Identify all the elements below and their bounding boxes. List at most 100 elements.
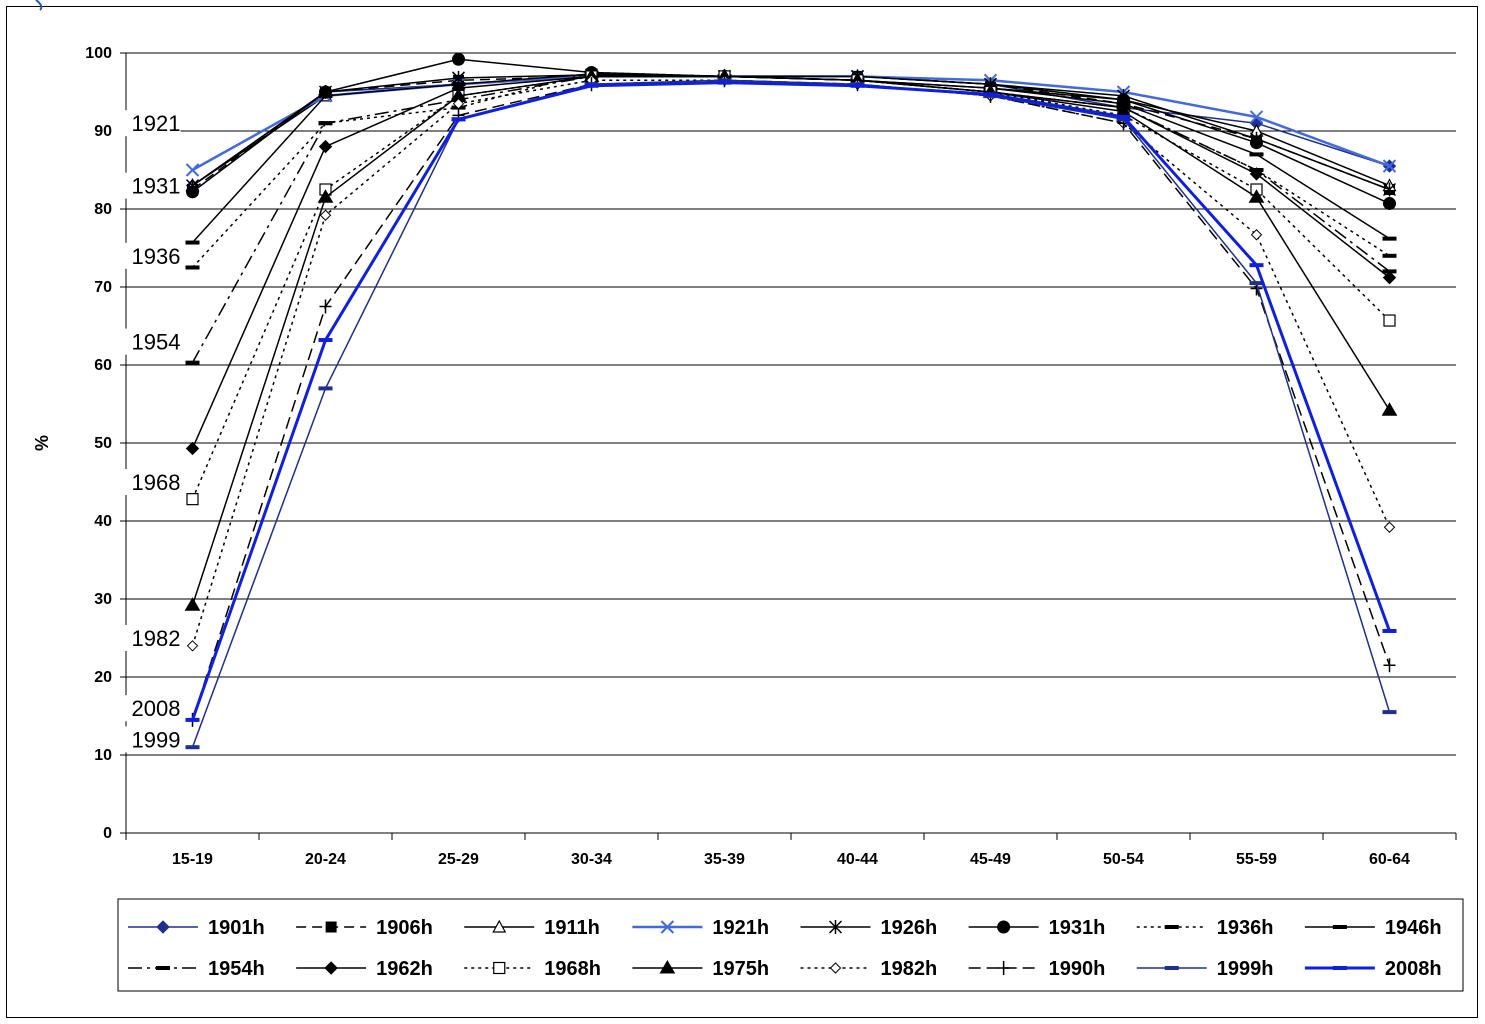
legend-label: 1936h: [1217, 917, 1274, 939]
legend-swatch-marker: [493, 961, 506, 975]
corner-decoration: [35, 0, 43, 11]
legend-item-1975h: 1975h: [632, 958, 769, 980]
y-tick-label: 50: [94, 435, 112, 452]
legend-label: 1931h: [1049, 917, 1106, 939]
y-tick-label: 90: [94, 123, 112, 140]
x-tick-label: 60-64: [1369, 851, 1410, 868]
x-tick-label: 35-39: [704, 851, 745, 868]
annotation-2008: 2008: [132, 696, 181, 721]
legend-item-1968h: 1968h: [464, 958, 601, 980]
annotation-bg: [118, 242, 181, 269]
legend-item-1926h: 1926h: [800, 917, 937, 939]
y-tick-label: 70: [94, 279, 112, 296]
legend-item-1936h: 1936h: [1136, 917, 1274, 939]
data-point-1999h-55-59: [1249, 281, 1264, 286]
legend-swatch-marker: [828, 920, 843, 934]
legend-swatch-marker: [829, 962, 842, 974]
data-point-2008h-60-64: [1382, 628, 1397, 633]
legend: 1901h 1906h 1911h 1921h 1926h 1931h 1936h 1946h…: [117, 898, 1464, 992]
data-point-1946h-60-64: [1382, 236, 1397, 241]
legend-item-1931h: 1931h: [968, 917, 1106, 939]
data-point-2008h-40-44: [850, 83, 865, 88]
legend-item-1999h: 1999h: [1136, 958, 1274, 980]
data-point-2008h-15-19: [185, 717, 200, 722]
data-point-1962h-20-24: [318, 139, 333, 154]
y-tick-label: 40: [94, 513, 112, 530]
series-2008h: [185, 80, 1397, 722]
legend-label: 1968h: [544, 958, 601, 980]
series-line-1926h: [192, 74, 1390, 191]
data-point-1975h-55-59: [1248, 189, 1265, 203]
legend-swatch-marker: [324, 961, 338, 975]
data-point-1982h-20-24: [319, 209, 332, 221]
data-point-1962h-55-59: [1249, 167, 1264, 181]
data-point-1954h-15-19: [185, 360, 200, 365]
annotation-1954: 1954: [132, 330, 181, 355]
data-point-1990h-20-24: [319, 299, 332, 314]
data-point-1921h-60-64: [1382, 159, 1397, 173]
data-point-1968h-60-64: [1383, 314, 1396, 327]
data-point-1999h-50-54: [1116, 117, 1131, 122]
legend-label: 1999h: [1217, 958, 1274, 980]
legend-item-1946h: 1946h: [1304, 917, 1442, 939]
legend-swatch-marker: [997, 920, 1011, 934]
legend-swatch-marker: [1332, 966, 1347, 970]
series-line-1975h: [191, 75, 1391, 606]
data-point-1954h-20-24: [318, 121, 333, 126]
y-tick-label: 60: [94, 357, 112, 374]
x-tick-label: 55-59: [1236, 851, 1277, 868]
data-point-1962h-15-19: [185, 441, 200, 456]
legend-label: 1911h: [544, 917, 600, 939]
x-tick-label: 40-44: [837, 851, 878, 868]
legend-swatch-marker: [325, 921, 337, 933]
data-point-1975h-20-24: [317, 189, 334, 203]
data-point-1962h-60-64: [1382, 270, 1397, 285]
legend-label: 1962h: [376, 958, 433, 980]
data-point-1946h-20-24: [318, 93, 333, 98]
annotation-1931: 1931: [132, 174, 181, 199]
y-axis-title: %: [32, 435, 52, 451]
data-point-1936h-60-64: [1382, 253, 1397, 258]
legend-swatch-marker: [1332, 925, 1347, 929]
series-line-1999h: [191, 79, 1391, 748]
data-point-1931h-15-19: [186, 185, 199, 199]
legend-swatch-marker: [156, 920, 170, 934]
annotation-bg: [118, 695, 181, 722]
legend-swatch-marker: [659, 960, 676, 974]
y-tick-label: 80: [94, 201, 112, 218]
legend-label: 1982h: [881, 958, 938, 980]
annotation-1936: 1936: [132, 244, 181, 269]
x-tick-label: 20-24: [305, 851, 346, 868]
legend-label: 1990h: [1049, 958, 1106, 980]
data-point-1975h-15-19: [184, 597, 201, 611]
legend-item-1906h: 1906h: [296, 917, 433, 939]
annotation-bg: [118, 469, 181, 495]
data-point-1990h-60-64: [1383, 658, 1396, 673]
annotation-1968: 1968: [132, 470, 181, 495]
legend-swatch-marker: [492, 919, 507, 933]
data-point-1931h-60-64: [1383, 197, 1396, 211]
data-point-1946h-15-19: [185, 240, 200, 245]
legend-item-1962h: 1962h: [296, 958, 433, 980]
annotation-bg: [118, 110, 181, 137]
legend-label: 1946h: [1385, 917, 1442, 939]
x-tick-label: 45-49: [970, 851, 1011, 868]
legend-label: 1901h: [208, 917, 265, 939]
legend-swatch-marker: [1164, 925, 1179, 929]
x-tick-label: 25-29: [438, 851, 479, 868]
data-point-1968h-15-19: [186, 493, 199, 506]
annotation-bg: [118, 328, 181, 355]
series-line-1990h: [191, 79, 1391, 721]
annotation-1982: 1982: [132, 626, 181, 651]
series-line-1982h: [191, 79, 1391, 647]
legend-label: 1954h: [208, 958, 265, 980]
data-point-1999h-15-19: [185, 745, 200, 750]
data-point-2008h-35-39: [717, 80, 732, 85]
data-point-2008h-30-34: [584, 83, 599, 88]
data-point-1982h-15-19: [186, 640, 199, 652]
y-tick-label: 100: [85, 45, 112, 62]
annotation-bg: [118, 625, 181, 651]
data-point-1931h-25-29: [452, 52, 465, 66]
annotation-bg: [118, 172, 181, 199]
y-tick-label: 0: [103, 825, 112, 842]
